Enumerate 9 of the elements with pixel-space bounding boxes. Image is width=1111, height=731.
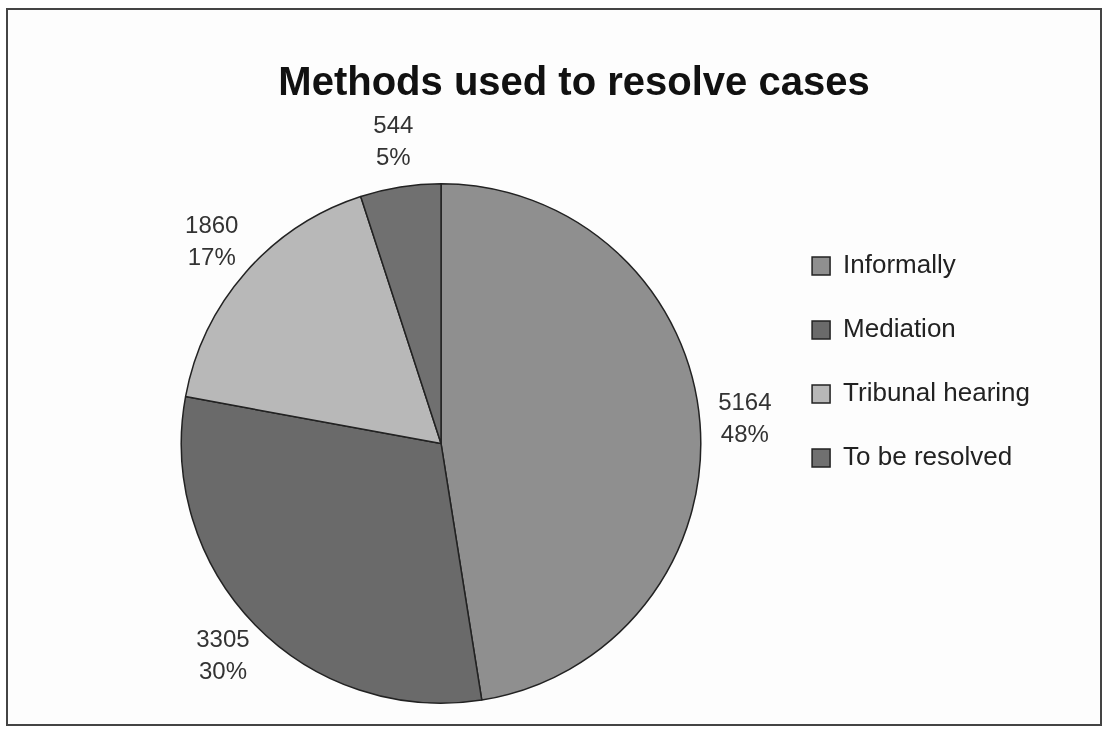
legend-label: Informally	[843, 249, 956, 280]
chart-title: Methods used to resolve cases	[278, 59, 870, 104]
data-label: 3305 30%	[196, 625, 250, 684]
legend-label: To be resolved	[843, 441, 1013, 472]
data-label: 5164 48%	[718, 388, 772, 448]
data-label: 1860 17%	[185, 211, 239, 271]
data-label: 544 5%	[373, 111, 414, 171]
legend-label: Mediation	[843, 313, 956, 344]
legend-label: Tribunal hearing	[843, 377, 1031, 408]
